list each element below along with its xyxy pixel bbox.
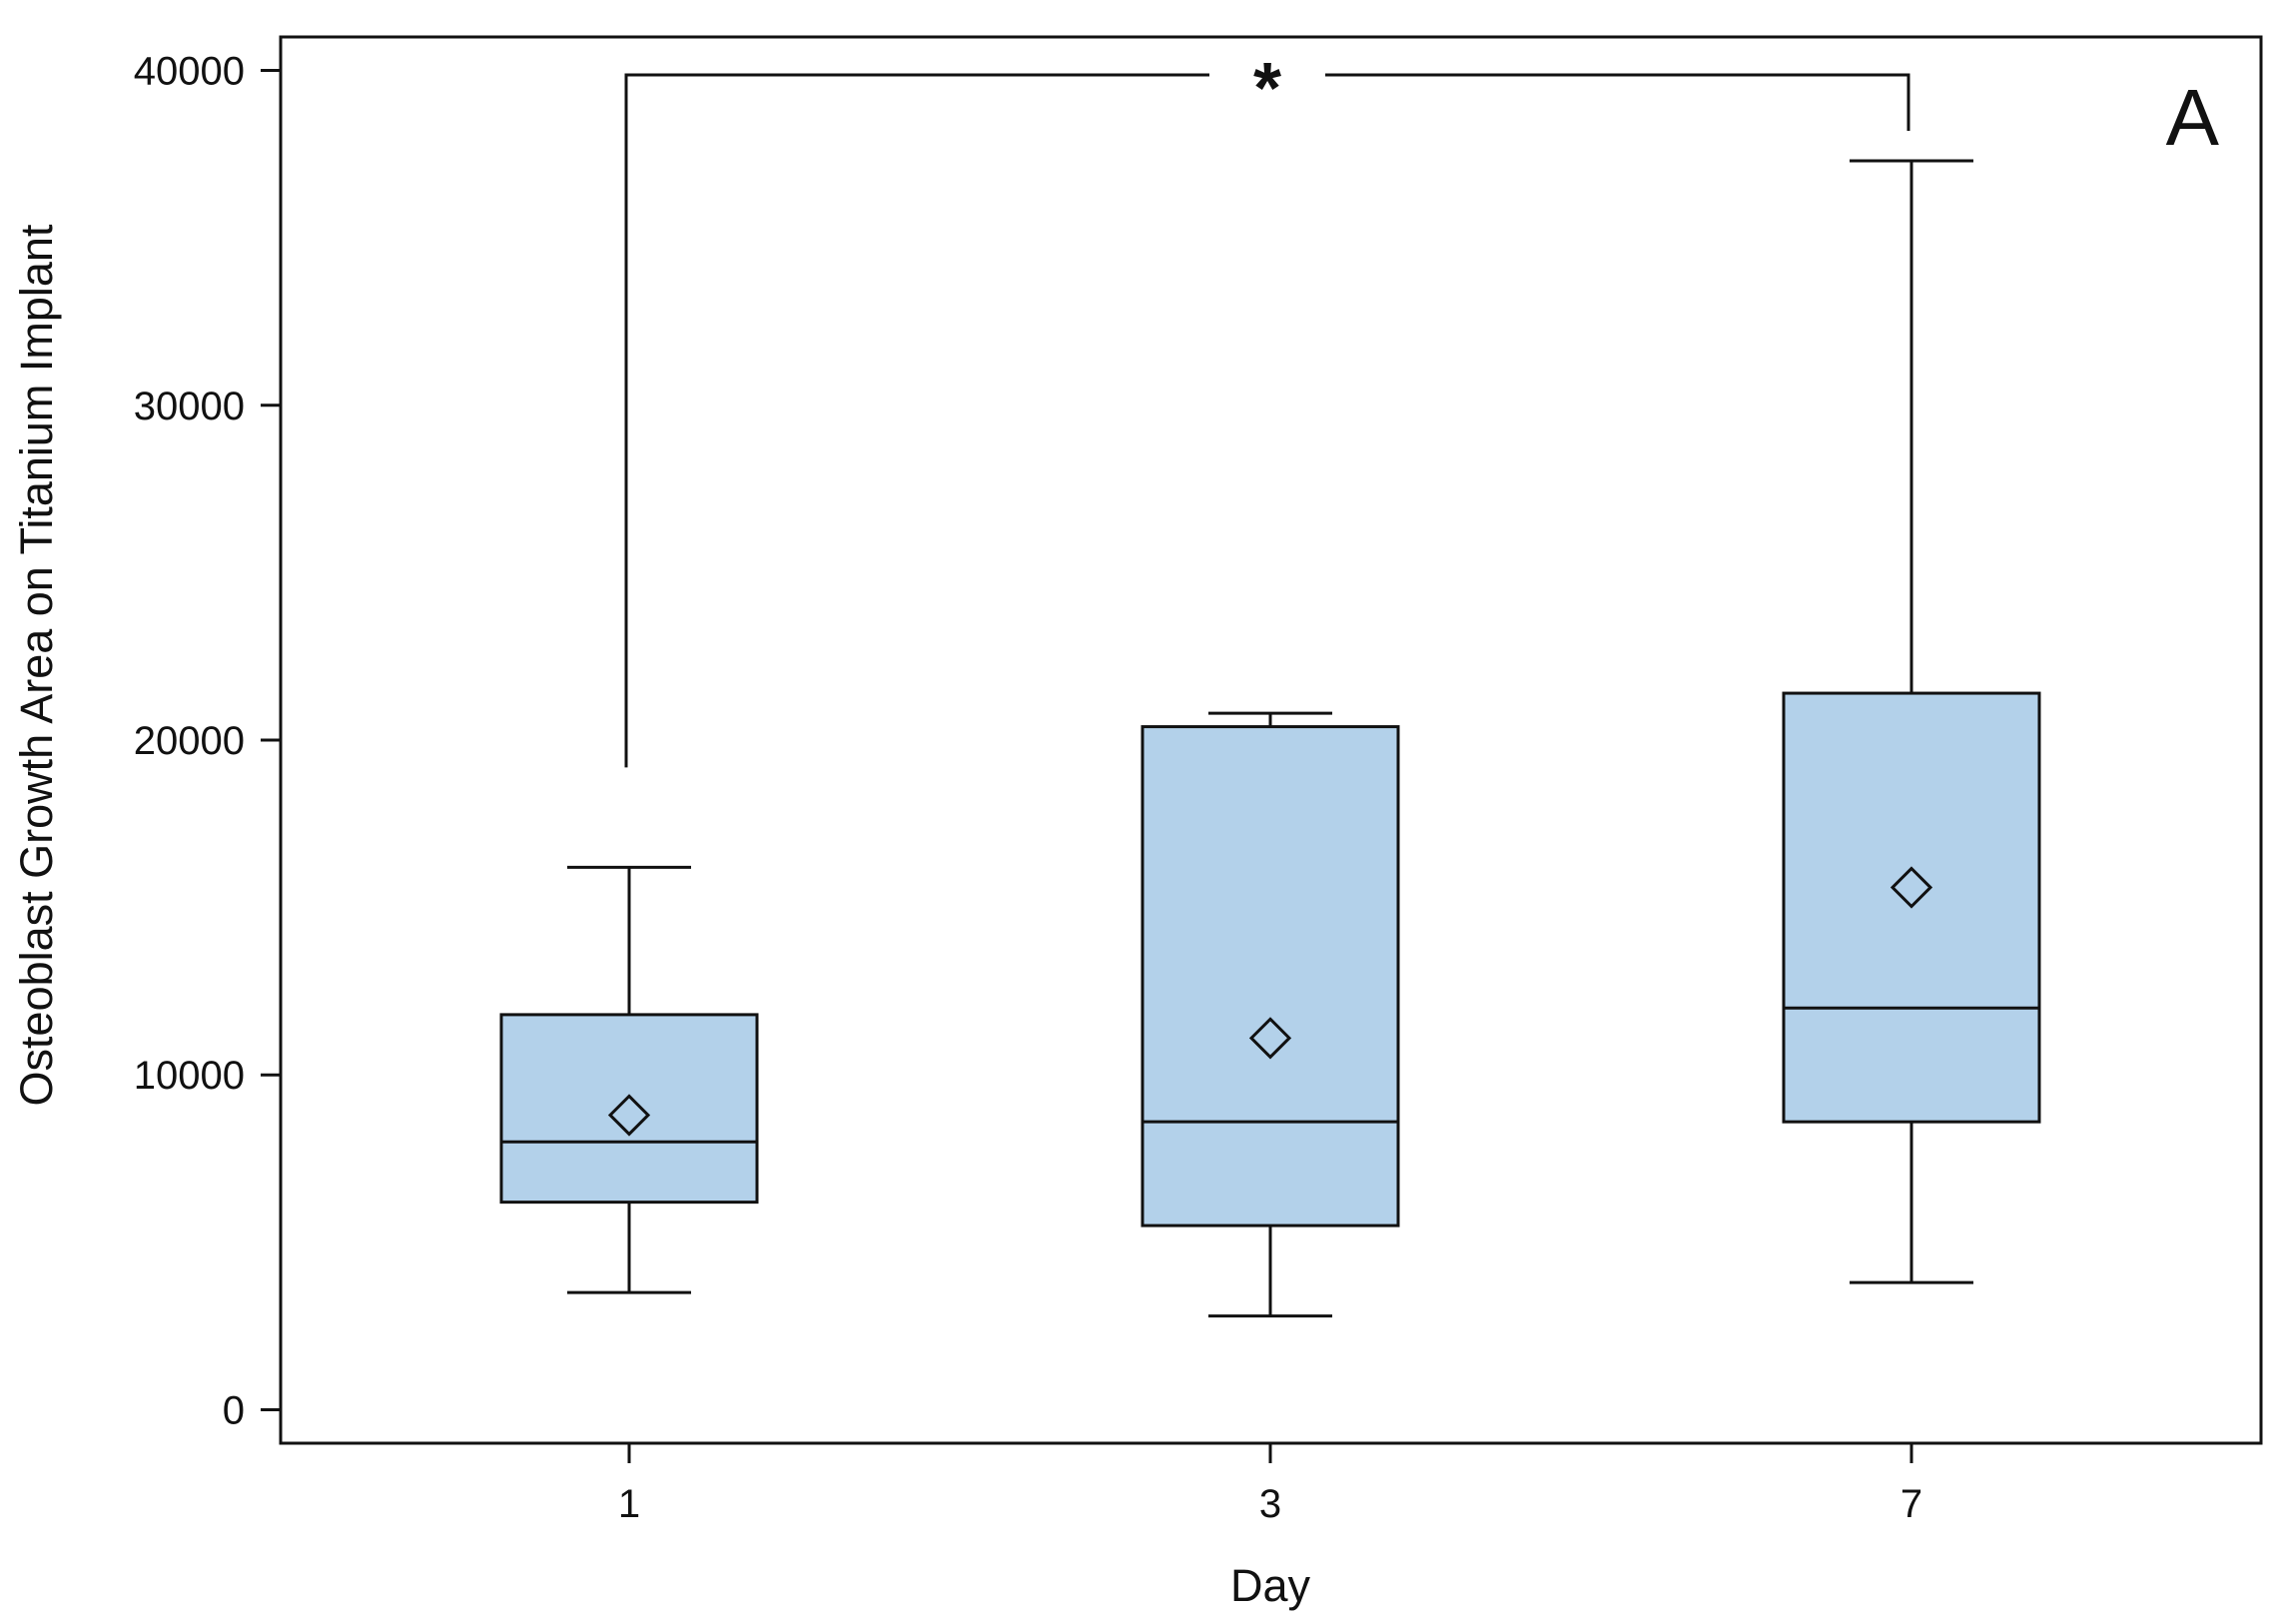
- y-tick-label: 20000: [134, 719, 245, 763]
- y-tick-label: 40000: [134, 50, 245, 94]
- box-day-3: [1140, 711, 1400, 1318]
- box-series: [499, 159, 2041, 1318]
- y-tick-label: 10000: [134, 1054, 245, 1098]
- x-axis: 1 3 7: [618, 1443, 1922, 1526]
- box-day-1: [499, 865, 759, 1294]
- bracket-left: [624, 73, 1209, 768]
- significance-bracket: *: [624, 49, 1910, 768]
- box-day-7: [1782, 159, 2041, 1284]
- x-tick-label: 3: [1259, 1482, 1281, 1526]
- y-tick-label: 0: [223, 1388, 245, 1432]
- y-tick-label: 30000: [134, 385, 245, 428]
- bracket-right: [1325, 73, 1910, 132]
- y-axis: 0 10000 20000 30000 40000: [134, 50, 281, 1432]
- y-axis-label: Osteoblast Growth Area on Titanium Impla…: [11, 224, 62, 1106]
- mean-marker: [1248, 1017, 1292, 1060]
- panel-label: A: [2166, 73, 2220, 162]
- x-tick-label: 1: [618, 1482, 640, 1526]
- x-axis-label: Day: [1230, 1560, 1311, 1611]
- iqr-box: [1140, 725, 1400, 1227]
- mean-marker: [607, 1094, 651, 1137]
- mean-marker: [1890, 866, 1933, 909]
- significance-star: *: [1253, 49, 1281, 129]
- x-tick-label: 7: [1900, 1482, 1922, 1526]
